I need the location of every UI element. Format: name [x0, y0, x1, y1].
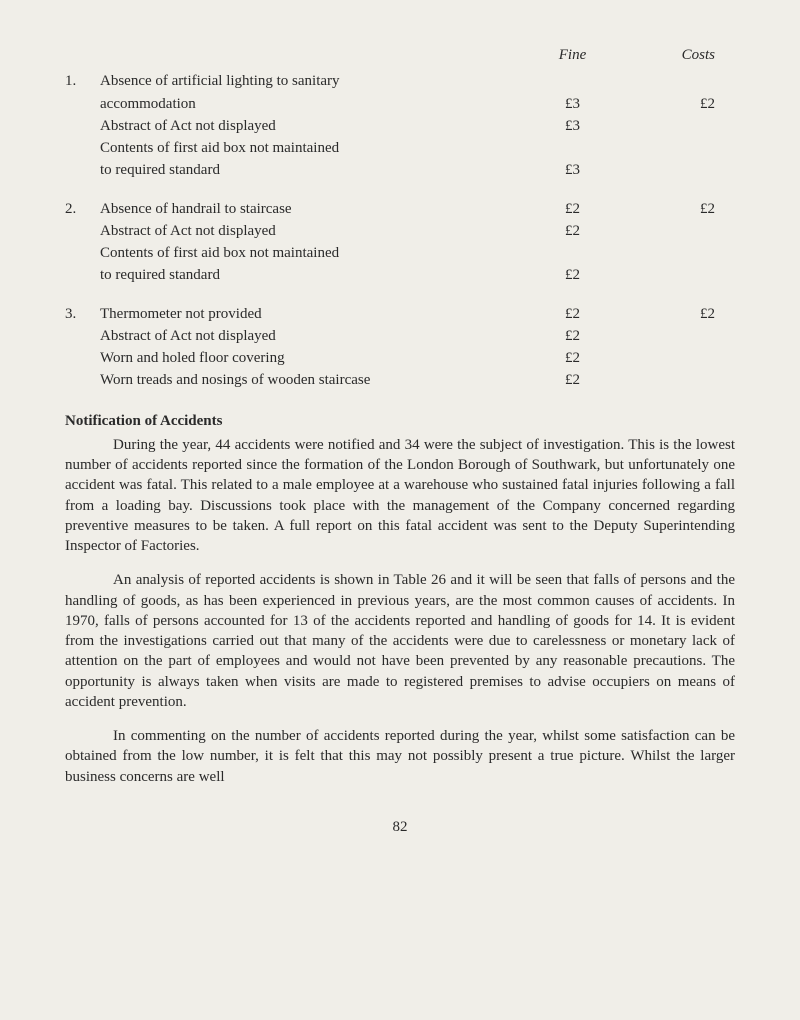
item-fine: £2 — [530, 221, 615, 241]
item-group: 3.Thermometer not provided£2£2Abstract o… — [65, 304, 735, 391]
item-fine: £3 — [530, 160, 615, 180]
item-description: Abstract of Act not displayed — [100, 221, 530, 241]
item-fine — [530, 138, 615, 158]
table-header: Fine Costs — [65, 45, 735, 65]
item-fine: £2 — [530, 265, 615, 285]
item-fine: £2 — [530, 304, 615, 324]
page-number: 82 — [65, 817, 735, 837]
table-row: to required standard£2 — [65, 265, 735, 285]
item-number — [65, 221, 100, 241]
items-container: 1.Absence of artificial lighting to sani… — [65, 71, 735, 390]
header-spacer-desc — [100, 45, 530, 65]
table-row: to required standard£3 — [65, 160, 735, 180]
item-fine: £3 — [530, 116, 615, 136]
item-costs — [615, 348, 715, 368]
item-costs — [615, 160, 715, 180]
item-description: Thermometer not provided — [100, 304, 530, 324]
item-costs: £2 — [615, 94, 715, 114]
table-row: Abstract of Act not displayed£2 — [65, 326, 735, 346]
item-fine: £3 — [530, 94, 615, 114]
item-description: Abstract of Act not displayed — [100, 326, 530, 346]
body-paragraph: An analysis of reported accidents is sho… — [65, 570, 735, 712]
item-description: Worn and holed floor covering — [100, 348, 530, 368]
item-costs — [615, 243, 715, 263]
item-number: 2. — [65, 199, 100, 219]
item-costs — [615, 370, 715, 390]
item-number — [65, 348, 100, 368]
table-row: Contents of first aid box not maintained — [65, 138, 735, 158]
item-number — [65, 243, 100, 263]
item-description: Contents of first aid box not maintained — [100, 138, 530, 158]
item-number: 1. — [65, 71, 100, 91]
table-row: Abstract of Act not displayed£2 — [65, 221, 735, 241]
item-costs — [615, 116, 715, 136]
item-description: to required standard — [100, 160, 530, 180]
table-row: 1.Absence of artificial lighting to sani… — [65, 71, 735, 91]
item-fine — [530, 71, 615, 91]
item-fine: £2 — [530, 199, 615, 219]
item-fine — [530, 243, 615, 263]
table-row: accommodation£3£2 — [65, 94, 735, 114]
table-row: Contents of first aid box not maintained — [65, 243, 735, 263]
header-costs: Costs — [615, 45, 715, 65]
item-number — [65, 160, 100, 180]
table-row: 2.Absence of handrail to staircase£2£2 — [65, 199, 735, 219]
header-fine: Fine — [530, 45, 615, 65]
item-description: Absence of artificial lighting to sanita… — [100, 71, 530, 91]
item-number — [65, 370, 100, 390]
item-number — [65, 265, 100, 285]
item-description: to required standard — [100, 265, 530, 285]
item-costs — [615, 265, 715, 285]
item-costs: £2 — [615, 304, 715, 324]
item-fine: £2 — [530, 370, 615, 390]
item-number — [65, 138, 100, 158]
section-heading: Notification of Accidents — [65, 411, 735, 431]
item-description: Contents of first aid box not maintained — [100, 243, 530, 263]
body-paragraph: During the year, 44 accidents were notif… — [65, 435, 735, 557]
item-description: Abstract of Act not displayed — [100, 116, 530, 136]
item-number — [65, 326, 100, 346]
item-group: 1.Absence of artificial lighting to sani… — [65, 71, 735, 180]
item-number: 3. — [65, 304, 100, 324]
item-group: 2.Absence of handrail to staircase£2£2Ab… — [65, 199, 735, 286]
item-number — [65, 116, 100, 136]
item-number — [65, 94, 100, 114]
header-spacer-num — [65, 45, 100, 65]
item-costs — [615, 326, 715, 346]
table-row: Abstract of Act not displayed£3 — [65, 116, 735, 136]
item-description: Absence of handrail to staircase — [100, 199, 530, 219]
item-costs — [615, 138, 715, 158]
table-row: Worn treads and nosings of wooden stairc… — [65, 370, 735, 390]
paragraphs-container: During the year, 44 accidents were notif… — [65, 435, 735, 787]
body-paragraph: In commenting on the number of accidents… — [65, 726, 735, 787]
item-costs — [615, 221, 715, 241]
item-costs — [615, 71, 715, 91]
item-fine: £2 — [530, 326, 615, 346]
item-fine: £2 — [530, 348, 615, 368]
item-costs: £2 — [615, 199, 715, 219]
table-row: 3.Thermometer not provided£2£2 — [65, 304, 735, 324]
item-description: Worn treads and nosings of wooden stairc… — [100, 370, 530, 390]
item-description: accommodation — [100, 94, 530, 114]
table-row: Worn and holed floor covering£2 — [65, 348, 735, 368]
